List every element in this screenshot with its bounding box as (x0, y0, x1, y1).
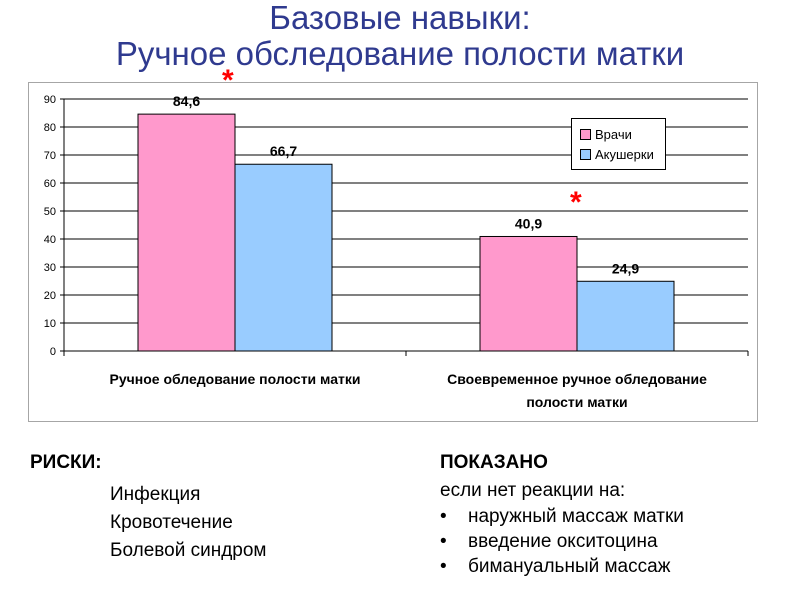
y-tick-label: 60 (44, 178, 56, 190)
bar (137, 113, 236, 352)
significance-mark-2: * (570, 186, 582, 219)
bullet-mark: • (440, 506, 447, 527)
chart-frame (28, 82, 758, 422)
indicated-heading: ПОКАЗАНО (440, 452, 548, 473)
x-tick-label: полости матки (526, 394, 627, 410)
bar (234, 163, 333, 352)
data-label: 24,9 (612, 260, 639, 276)
data-label: 66,7 (270, 143, 297, 159)
indicated-item: • наружный массаж матки (440, 506, 684, 528)
legend-label-midwives: Акушерки (595, 147, 654, 162)
bullet-mark: • (440, 556, 447, 577)
risk-item: Болевой синдром (110, 540, 267, 561)
legend-swatch-midwives (580, 149, 591, 161)
x-tick-label: Ручное обледование полости матки (110, 371, 361, 387)
y-tick-label: 40 (44, 234, 56, 246)
indicated-subheading: если нет реакции на: (440, 480, 626, 501)
bullet-mark: • (440, 531, 447, 552)
indicated-item-text: бимануальный массаж (468, 556, 671, 577)
legend-swatch-doctors (580, 129, 591, 141)
slide-title-line2: Ручное обследование полости матки (115, 35, 685, 72)
chart-legend: Врачи Акушерки (571, 118, 666, 170)
risk-item: Инфекция (110, 484, 201, 505)
y-tick-label: 30 (44, 262, 56, 274)
data-label: 84,6 (173, 93, 200, 109)
indicated-item-text: введение окситоцина (468, 531, 658, 552)
risks-heading: РИСКИ: (30, 452, 102, 473)
legend-item-midwives: Акушерки (580, 147, 654, 163)
significance-mark-1: * (222, 64, 234, 97)
y-tick-label: 20 (44, 290, 56, 302)
y-tick-label: 10 (44, 318, 56, 330)
legend-item-doctors: Врачи (580, 127, 632, 143)
indicated-item: • бимануальный массаж (440, 556, 670, 578)
y-tick-label: 50 (44, 206, 56, 218)
data-label: 40,9 (515, 215, 542, 231)
bar (479, 235, 578, 352)
x-tick-label: Своевременное ручное обледование (447, 371, 707, 387)
y-tick-label: 0 (50, 346, 56, 358)
indicated-item-text: наружный массаж матки (468, 506, 684, 527)
indicated-item: • введение окситоцина (440, 531, 658, 553)
y-tick-label: 80 (44, 122, 56, 134)
y-tick-label: 70 (44, 150, 56, 162)
y-tick-label: 90 (44, 94, 56, 106)
risk-item: Кровотечение (110, 512, 233, 533)
legend-label-doctors: Врачи (595, 127, 632, 142)
bar (576, 280, 675, 352)
slide-title-line1: Базовые навыки: (269, 0, 531, 36)
